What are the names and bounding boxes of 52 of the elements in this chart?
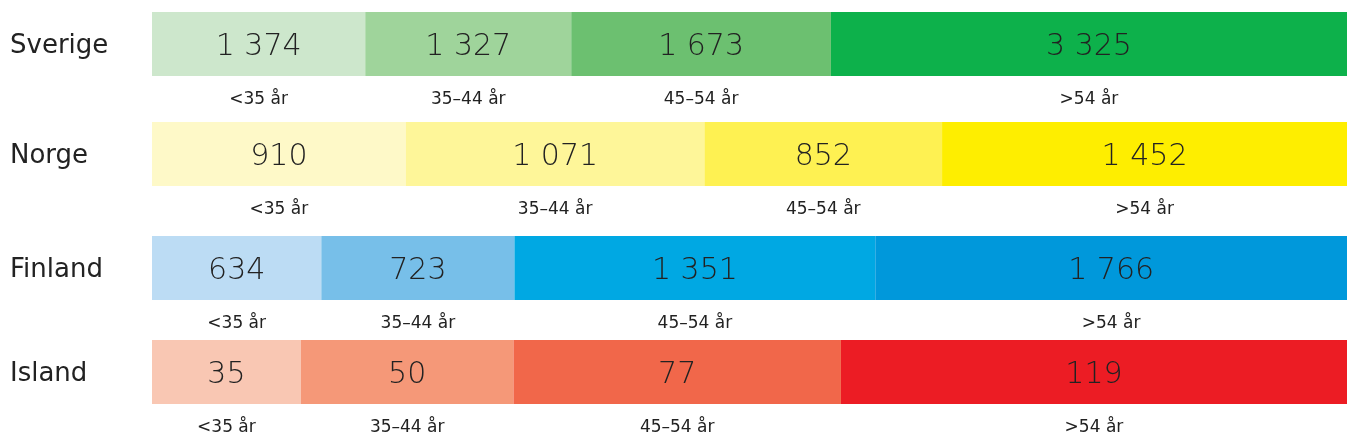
data-label: 634 [208,250,266,286]
bar [321,236,515,300]
series-label: >54 år [1059,88,1119,108]
bar [571,12,831,76]
data-label: 50 [388,354,427,390]
data-label: 723 [389,250,447,286]
data-label: 77 [658,354,697,390]
series-label: 35–44 år [430,88,506,108]
data-label: 1 452 [1101,136,1188,172]
series-label: >54 år [1115,198,1174,218]
bar [514,236,876,300]
data-label: 1 374 [215,26,302,62]
data-label: 119 [1065,354,1123,390]
series-label: <35 år [197,416,256,433]
data-label: 35 [207,354,246,390]
bar [152,122,406,186]
bar [830,12,1347,76]
bar [152,236,322,300]
series-label: 45–54 år [657,312,733,332]
data-label: 852 [794,136,852,172]
data-label: 910 [250,136,308,172]
data-label: 1 327 [425,26,512,62]
bar [704,122,943,186]
bar [300,340,514,404]
series-label: 35–44 år [380,312,456,332]
series-label: 35–44 år [517,198,593,218]
bar [152,340,301,404]
data-label: 1 673 [658,26,745,62]
bar [840,340,1347,404]
series-label: 45–54 år [663,88,739,108]
data-label: 1 351 [651,250,738,286]
data-label: 1 071 [512,136,599,172]
y-tick-label: Island [10,357,88,387]
series-label: <35 år [229,88,288,108]
bar [942,122,1347,186]
bar [152,12,366,76]
series-label: 45–54 år [639,416,715,433]
y-tick-label: Norge [10,139,89,169]
data-label: 3 325 [1046,26,1132,62]
series-label: 35–44 år [369,416,445,433]
bar [513,340,841,404]
bar [405,122,705,186]
y-tick-label: Finland [10,253,103,283]
y-tick-label: Sverige [10,29,109,59]
series-label: <35 år [249,198,309,218]
series-label: >54 år [1064,416,1124,433]
data-label: 1 766 [1068,250,1155,286]
series-label: <35 år [207,312,267,332]
bar [875,236,1347,300]
bar [365,12,572,76]
series-label: >54 år [1081,312,1141,332]
series-label: 45–54 år [785,198,861,218]
